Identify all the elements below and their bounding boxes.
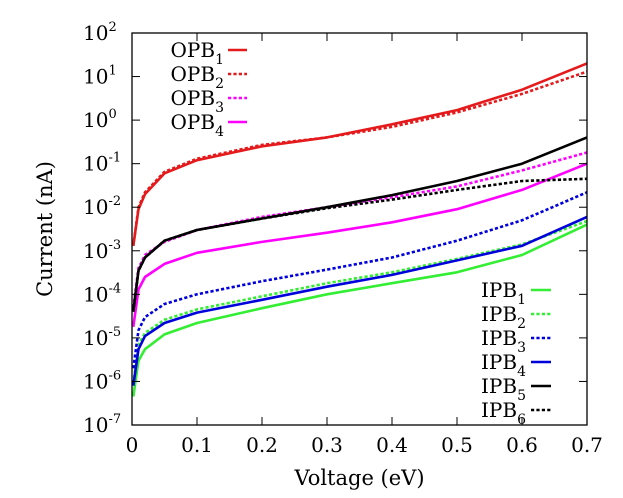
y-tick-label: 10-5 (83, 325, 121, 350)
legend-subscript: 3 (517, 340, 526, 356)
plot-curves (132, 62, 588, 397)
legend-subscript: 4 (215, 124, 224, 140)
y-tick-exponent: -5 (108, 325, 121, 340)
y-tick-exponent: 0 (108, 107, 116, 122)
series-line-ipb1 (132, 223, 588, 397)
x-tick-label: 0 (126, 433, 139, 457)
y-tick-exponent: -6 (108, 368, 121, 383)
x-tick-labels: 0 0.1 0.2 0.3 0.4 0.5 0.6 0.7 (126, 433, 603, 457)
x-tick-label: 0.1 (181, 433, 213, 457)
legend-subscript: 1 (517, 292, 526, 308)
y-tick-exponent: -1 (108, 151, 121, 166)
y-tick-exponent: 2 (108, 20, 116, 35)
y-tick-label: 10-6 (83, 368, 121, 393)
x-tick-label: 0.5 (441, 433, 473, 457)
x-tick-label: 0.4 (376, 433, 408, 457)
y-tick-label: 101 (83, 64, 117, 89)
series-line-ipb5 (132, 136, 588, 312)
series-line-ipb4 (132, 215, 588, 386)
y-tick-label: 10-7 (83, 412, 121, 437)
series-line-opb2 (132, 70, 588, 246)
y-tick-label: 10-1 (83, 151, 121, 176)
y-tick-exponent: -7 (108, 412, 121, 427)
series-line-ipb2 (132, 219, 588, 384)
x-tick-label: 0.7 (571, 433, 603, 457)
legend-subscript: 1 (215, 52, 224, 68)
x-tick-label: 0.3 (311, 433, 343, 457)
legend-subscript: 6 (517, 412, 526, 428)
y-tick-label: 10-2 (83, 194, 121, 219)
legend-subscript: 2 (517, 316, 526, 332)
legend-subscript: 2 (215, 76, 224, 92)
x-tick-label: 0.2 (246, 433, 278, 457)
x-axis-label: Voltage (eV) (293, 466, 424, 490)
y-tick-label: 10-3 (83, 238, 121, 263)
plot-frame (131, 32, 588, 426)
y-axis-label: Current (nA) (33, 161, 57, 297)
series-line-ipb6 (132, 177, 588, 312)
series-line-opb4 (132, 162, 588, 327)
legend-subscript: 5 (517, 388, 526, 404)
x-tick-label: 0.6 (506, 433, 538, 457)
y-tick-label: 10-4 (83, 281, 121, 306)
y-tick-label: 102 (83, 20, 117, 45)
y-tick-exponent: -3 (108, 238, 121, 253)
legend-subscript: 3 (215, 100, 224, 116)
series-line-opb1 (132, 62, 588, 246)
y-tick-exponent: -2 (108, 194, 121, 209)
y-tick-label: 100 (83, 107, 117, 132)
axis-ticks (131, 32, 588, 426)
y-tick-exponent: 1 (108, 64, 116, 79)
legend-subscript: 4 (517, 364, 526, 380)
y-tick-exponent: -4 (108, 281, 121, 296)
